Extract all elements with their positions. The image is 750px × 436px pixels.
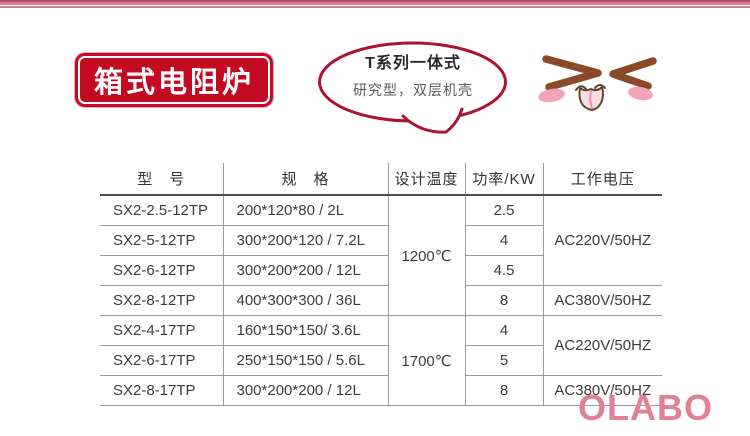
model-cell: SX2-5-12TP [100, 225, 224, 256]
left-wink-eye-icon [542, 55, 602, 91]
model-cell: SX2-6-17TP [100, 345, 224, 376]
table-row: SX2-6-12TP 300*200*200 / 12L 4.5 [100, 255, 662, 286]
speech-bubble-icon [318, 41, 507, 134]
col-header-voltage: 工作电压 [543, 163, 662, 196]
spec-cell: 250*150*150 / 5.6L [223, 345, 389, 376]
model-cell: SX2-8-12TP [100, 285, 224, 316]
spec-cell: 300*200*200 / 12L [223, 375, 389, 406]
model-cell: SX2-8-17TP [100, 375, 224, 406]
right-wink-eye-icon [609, 57, 657, 90]
table-row: SX2-2.5-12TP 200*120*80 / 2L 1200℃ 2.5 A… [100, 195, 662, 316]
model-cell: SX2-4-17TP [100, 315, 224, 346]
spec-cell: 400*300*300 / 36L [223, 285, 389, 316]
table-row: SX2-8-17TP 300*200*200 / 12L 8 AC380V/50… [100, 375, 662, 406]
col-header-spec: 规 格 [223, 163, 389, 196]
power-cell: 4 [465, 225, 544, 256]
power-cell: 8 [465, 375, 544, 406]
header-row: 型 号 规 格 设计温度 功率/KW 工作电压 [100, 163, 662, 196]
voltage-cell: AC220V/50HZ [543, 315, 662, 376]
temp-cell: 1200℃ [388, 195, 466, 316]
spec-cell: 300*200*120 / 7.2L [223, 225, 389, 256]
tongue-line-icon [589, 90, 593, 109]
spec-cell: 200*120*80 / 2L [223, 195, 389, 226]
power-cell: 2.5 [465, 195, 544, 226]
spec-cell: 300*200*200 / 12L [223, 255, 389, 286]
bubble-line1: T系列一体式 [365, 55, 461, 72]
table-row: SX2-8-12TP 400*300*300 / 36L 8 AC380V/50… [100, 285, 662, 316]
power-cell: 4.5 [465, 255, 544, 286]
power-cell: 4 [465, 315, 544, 346]
mouth-icon [575, 84, 606, 91]
speech-bubble-text: T系列一体式 研究型，双层机壳 [318, 49, 508, 100]
table-row: SX2-4-17TP 160*150*150/ 3.6L 1700℃ 4 AC2… [100, 315, 662, 406]
temp-cell: 1700℃ [388, 315, 466, 406]
top-border-bars [0, 0, 750, 8]
voltage-cell: AC220V/50HZ [543, 195, 662, 286]
cute-face-icon [538, 55, 657, 111]
table-row: SX2-5-12TP 300*200*120 / 7.2L 4 [100, 225, 662, 256]
col-header-temp: 设计温度 [388, 163, 466, 196]
spec-table: 型 号 规 格 设计温度 功率/KW 工作电压 SX2-2.5-12TP 200… [100, 163, 662, 406]
spec-cell: 160*150*150/ 3.6L [223, 315, 389, 346]
left-blush-icon [538, 88, 565, 103]
product-title-banner: 箱式电阻炉 [75, 53, 273, 107]
voltage-cell: AC380V/50HZ [543, 375, 662, 406]
col-header-power: 功率/KW [465, 163, 544, 196]
col-header-model: 型 号 [100, 163, 224, 196]
table-row: SX2-6-17TP 250*150*150 / 5.6L 5 [100, 345, 662, 376]
power-cell: 8 [465, 285, 544, 316]
model-cell: SX2-6-12TP [100, 255, 224, 286]
voltage-cell: AC380V/50HZ [543, 285, 662, 316]
olabo-logo: OLABO [578, 387, 713, 428]
model-cell: SX2-2.5-12TP [100, 195, 224, 226]
power-cell: 5 [465, 345, 544, 376]
bubble-line2: 研究型，双层机壳 [353, 82, 473, 98]
tongue-icon [578, 86, 604, 111]
right-blush-icon [628, 86, 653, 101]
banner-inner-frame: 箱式电阻炉 [78, 56, 270, 104]
page-title: 箱式电阻炉 [93, 67, 254, 99]
spec-table-container: 型 号 规 格 设计温度 功率/KW 工作电压 SX2-2.5-12TP 200… [100, 163, 662, 406]
